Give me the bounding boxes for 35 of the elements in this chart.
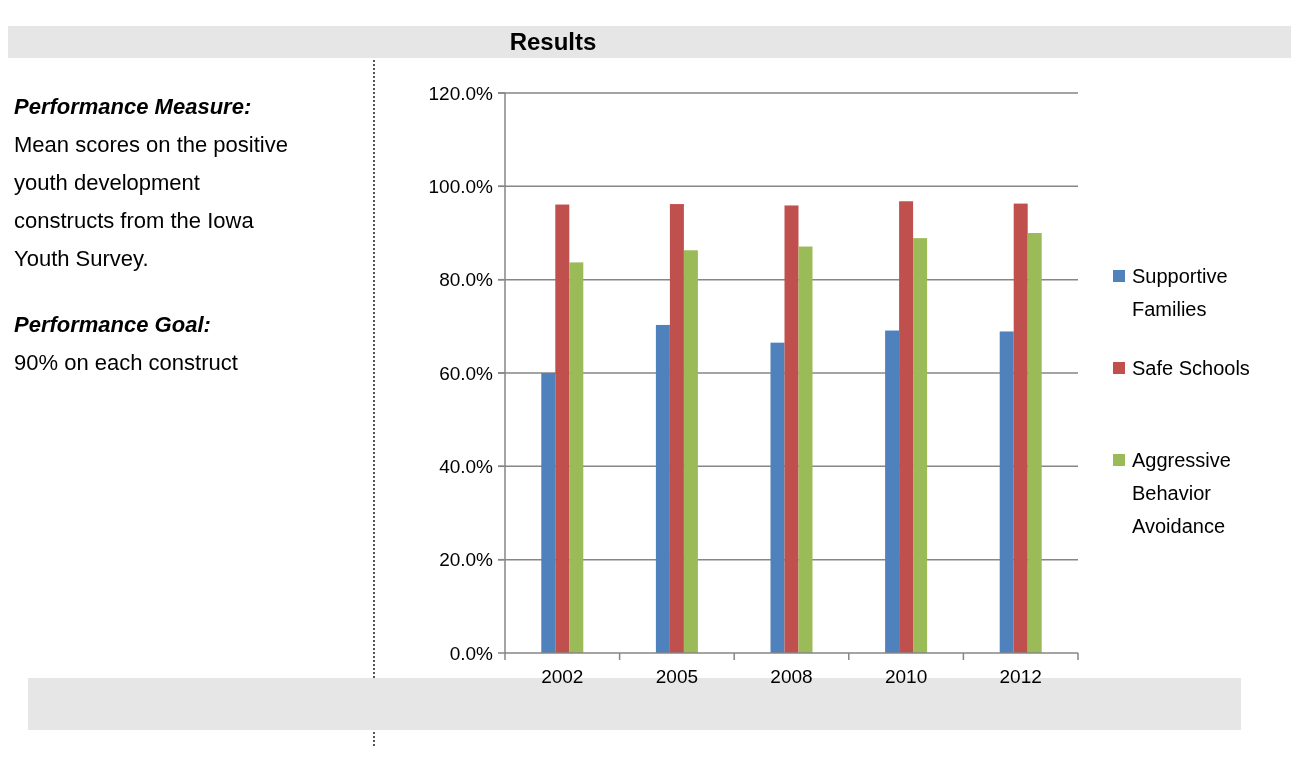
y-tick-label: 100.0% [428,175,494,197]
bar [1027,233,1042,653]
y-tick-label: 20.0% [439,549,494,571]
x-tick-label: 2005 [655,666,699,687]
bar [669,204,684,653]
bar [555,204,570,653]
text: Performance Goal: [14,312,211,337]
bar [1013,203,1028,653]
x-tick-label: 2012 [999,666,1042,687]
y-tick-label: 40.0% [439,455,494,477]
y-tick-label: 0.0% [449,642,494,664]
text: Performance Measure: [14,94,252,119]
bar [999,331,1014,653]
x-tick-label: 2010 [884,666,928,687]
bar [770,342,785,653]
bar [798,246,813,653]
y-tick-label: 80.0% [439,269,494,291]
bar [885,330,900,653]
text: Mean scores on the positive youth development constructs from the Iowa Youth Survey. [14,132,288,271]
bar [683,250,698,653]
chart-title: Results [509,28,597,55]
text: 90% on each construct [14,350,238,375]
bar [913,238,928,653]
x-tick-label: 2002 [541,666,584,687]
legend-label: Safe Schools [1132,357,1250,379]
bar [541,373,556,653]
bar [569,262,584,653]
bar [655,324,670,653]
y-tick-label: 120.0% [428,82,494,104]
x-tick-label: 2008 [770,666,813,687]
bar [784,205,799,653]
legend-label: Supportive Families [1132,265,1228,320]
legend-label: Aggressive Behavior Avoidance [1132,449,1231,537]
bar [899,201,914,653]
y-tick-label: 60.0% [439,362,494,384]
